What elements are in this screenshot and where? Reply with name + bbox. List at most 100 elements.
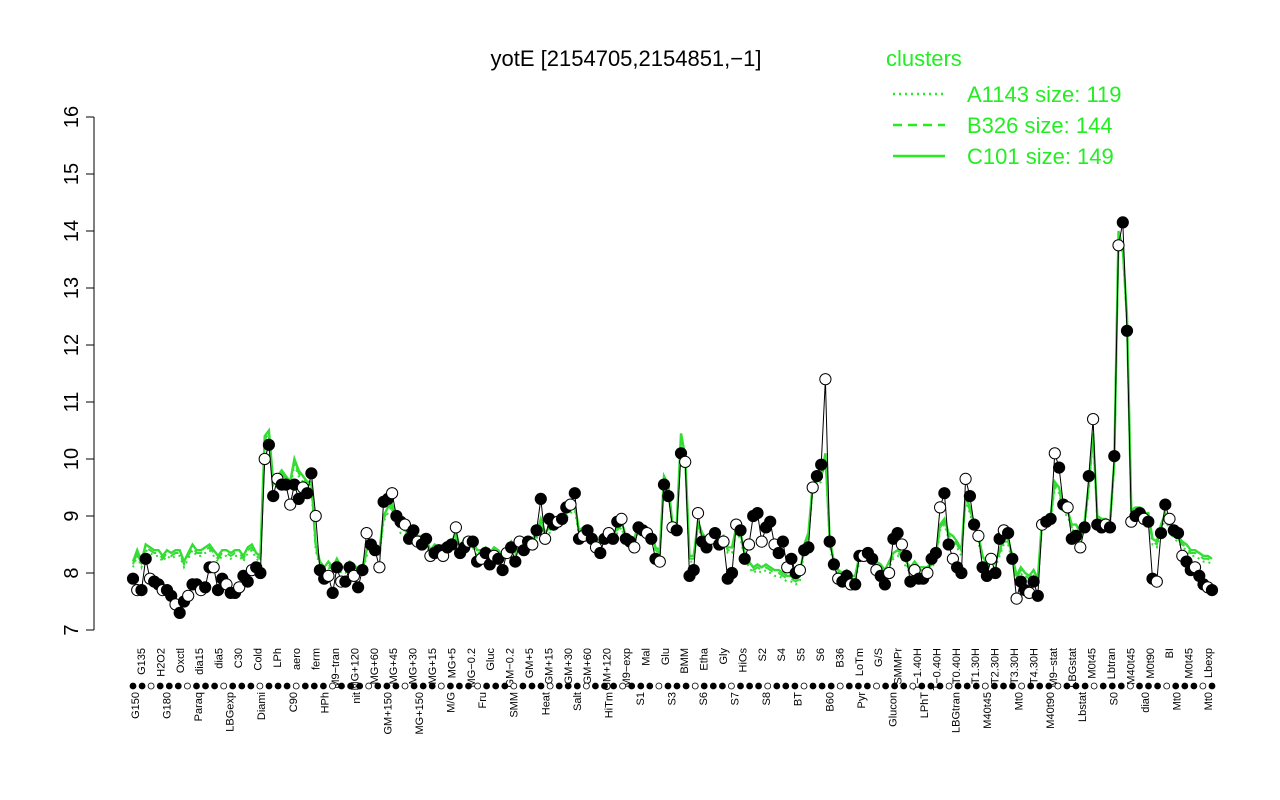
data-point [942, 538, 955, 551]
condition-marker [927, 682, 935, 690]
data-point [1142, 515, 1155, 528]
condition-marker [1172, 682, 1180, 690]
x-label-top: S4 [776, 648, 788, 661]
data-point [539, 532, 552, 545]
x-label-bottom: S1 [635, 692, 647, 705]
data-point [670, 524, 683, 537]
condition-marker [764, 682, 772, 690]
condition-marker [537, 682, 545, 690]
condition-marker [138, 682, 146, 690]
condition-marker [247, 682, 255, 690]
condition-marker [945, 682, 953, 690]
data-point [866, 552, 879, 565]
condition-marker [1208, 682, 1216, 690]
condition-marker [555, 682, 563, 690]
condition-marker [437, 682, 445, 690]
data-point [309, 509, 322, 523]
y-axis: 7 8 9 10 11 12 13 14 15 16 [61, 106, 95, 636]
data-point [369, 544, 382, 557]
condition-marker [1127, 682, 1134, 690]
condition-marker [1018, 682, 1025, 690]
x-label-top: Etha [699, 647, 711, 671]
y-tick-label: 12 [61, 334, 83, 356]
condition-marker [129, 682, 137, 690]
condition-marker [183, 682, 191, 690]
data-point [1154, 527, 1168, 540]
data-point [233, 581, 246, 594]
data-point [1002, 527, 1015, 540]
data-point [891, 527, 904, 540]
condition-marker [256, 682, 264, 690]
x-label-top: T−1.40H [912, 648, 924, 691]
condition-marker [428, 682, 436, 690]
x-label-top: HiOs [737, 648, 749, 673]
condition-marker [882, 682, 889, 690]
condition-marker [1154, 682, 1161, 690]
x-label-bottom: Fru [477, 692, 489, 709]
data-point [356, 564, 369, 577]
condition-marker [474, 682, 482, 690]
x-label-top: M0t45 [1184, 648, 1196, 679]
condition-marker [202, 682, 209, 690]
data-point [793, 564, 807, 577]
data-point [526, 538, 539, 551]
data-point [496, 564, 509, 577]
data-point [1053, 461, 1066, 474]
data-point [466, 535, 479, 548]
condition-marker [619, 682, 626, 690]
data-point [1070, 529, 1083, 543]
data-point [878, 578, 892, 591]
data-point [509, 555, 522, 568]
x-label-top: Cold [252, 648, 264, 671]
data-point [449, 521, 462, 534]
condition-marker [1081, 682, 1089, 690]
data-point [1031, 589, 1044, 602]
x-label-top: C30 [233, 648, 245, 668]
x-axis-labels: G135 H2O2 Oxctl dia15 dia5 C30 Cold LPh aero ferm… [129, 647, 1216, 735]
data-point [347, 569, 360, 583]
data-point [938, 487, 951, 500]
x-label-top: Oxctl [175, 648, 187, 673]
x-label-top: MG+5 [446, 648, 458, 678]
x-label-top: B36 [834, 648, 846, 668]
data-point [398, 518, 411, 531]
condition-marker [1145, 682, 1152, 690]
x-label-bottom: Mt0 [1014, 692, 1026, 710]
x-label-top: MG+15 [427, 648, 439, 684]
data-point [534, 492, 547, 505]
data-point [1120, 324, 1134, 337]
x-label-top: MG+30 [408, 648, 420, 684]
data-point [305, 467, 318, 480]
condition-marker [845, 682, 853, 690]
data-point [662, 490, 675, 503]
condition-marker [492, 682, 500, 690]
data-point [284, 498, 297, 511]
x-label-top: dia5 [214, 648, 226, 669]
data-point [883, 566, 896, 580]
condition-marker [211, 682, 219, 690]
condition-marker [601, 682, 608, 690]
condition-marker [220, 682, 228, 690]
condition-marker [981, 682, 989, 690]
data-point [606, 532, 620, 545]
y-tick-label: 8 [61, 567, 83, 578]
condition-marker [746, 682, 753, 690]
x-label-top: GM+15 [543, 648, 555, 684]
condition-marker [265, 682, 273, 690]
x-label-bottom: S3 [667, 692, 679, 705]
y-tick-label: 16 [61, 106, 83, 128]
data-point [262, 438, 275, 451]
x-label-top: BMM [679, 648, 691, 674]
data-point [1087, 413, 1100, 426]
x-label-bottom: C90 [288, 692, 300, 712]
x-label-top: T2.30H [990, 648, 1002, 684]
condition-marker [174, 682, 182, 690]
data-point [819, 373, 832, 386]
data-point [492, 552, 505, 565]
condition-marker [610, 682, 617, 690]
x-label-bottom: S0 [1108, 692, 1120, 705]
y-tick-label: 9 [61, 510, 83, 521]
x-label-top: LBGstat [1067, 648, 1079, 688]
data-point [628, 541, 641, 554]
